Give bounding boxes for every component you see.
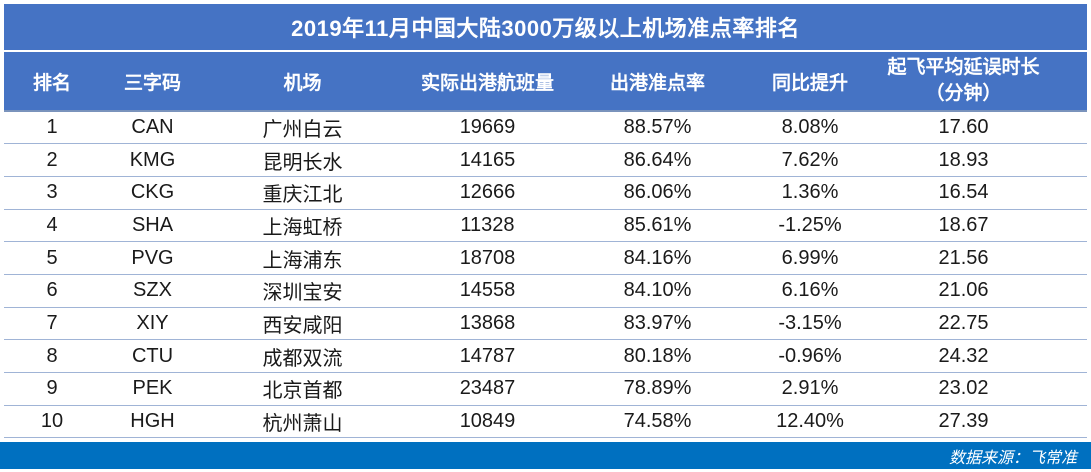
- cell-departures: 14165: [400, 143, 575, 177]
- cell-departures: 14558: [400, 274, 575, 308]
- page-title: 2019年11月中国大陆3000万级以上机场准点率排名: [291, 16, 800, 41]
- cell-yoy-change: 6.99%: [740, 241, 880, 275]
- table-header-row: 排名 三字码 机场 实际出港航班量 出港准点率 同比提升 起飞平均延误时长 （分…: [4, 52, 1087, 112]
- table-row: 6 SZX 深圳宝安 14558 84.10% 6.16% 21.06: [4, 274, 1087, 308]
- cell-airport: 杭州萧山: [205, 405, 400, 439]
- cell-on-time-rate: 80.18%: [575, 339, 740, 373]
- cell-rank: 4: [4, 209, 100, 243]
- cell-yoy-change: 1.36%: [740, 176, 880, 210]
- cell-airport: 重庆江北: [205, 176, 400, 210]
- title-bar: 2019年11月中国大陆3000万级以上机场准点率排名: [4, 4, 1087, 50]
- cell-on-time-rate: 85.61%: [575, 209, 740, 243]
- cell-on-time-rate: 83.97%: [575, 307, 740, 341]
- cell-avg-delay: 16.54: [880, 176, 1087, 210]
- cell-yoy-change: -1.25%: [740, 209, 880, 243]
- cell-yoy-change: 7.62%: [740, 143, 880, 177]
- cell-departures: 19669: [400, 111, 575, 145]
- table-row: 3 CKG 重庆江北 12666 86.06% 1.36% 16.54: [4, 176, 1087, 210]
- cell-on-time-rate: 78.89%: [575, 372, 740, 406]
- cell-airport: 上海虹桥: [205, 209, 400, 243]
- cell-rank: 2: [4, 143, 100, 177]
- cell-on-time-rate: 86.06%: [575, 176, 740, 210]
- cell-rank: 8: [4, 339, 100, 373]
- column-header-avg-delay-line2: （分钟）: [925, 83, 1002, 104]
- cell-iata-code: KMG: [100, 143, 205, 177]
- cell-iata-code: CTU: [100, 339, 205, 373]
- cell-avg-delay: 27.39: [880, 405, 1087, 439]
- cell-avg-delay: 21.06: [880, 274, 1087, 308]
- table-row: 7 XIY 西安咸阳 13868 83.97% -3.15% 22.75: [4, 307, 1087, 341]
- cell-iata-code: XIY: [100, 307, 205, 341]
- cell-iata-code: PEK: [100, 372, 205, 406]
- table-row: 9 PEK 北京首都 23487 78.89% 2.91% 23.02: [4, 372, 1087, 406]
- table-row: 1 CAN 广州白云 19669 88.57% 8.08% 17.60: [4, 111, 1087, 145]
- cell-on-time-rate: 88.57%: [575, 111, 740, 145]
- cell-on-time-rate: 84.10%: [575, 274, 740, 308]
- cell-iata-code: SZX: [100, 274, 205, 308]
- column-header-rank: 排名: [4, 52, 100, 112]
- footer-bar: 数据来源：飞常准: [0, 442, 1091, 469]
- cell-iata-code: HGH: [100, 405, 205, 439]
- cell-airport: 成都双流: [205, 339, 400, 373]
- column-header-avg-delay-line1: 起飞平均延误时长: [887, 57, 1040, 78]
- ranking-table: 排名 三字码 机场 实际出港航班量 出港准点率 同比提升 起飞平均延误时长 （分…: [4, 52, 1087, 439]
- cell-yoy-change: -3.15%: [740, 307, 880, 341]
- cell-iata-code: CKG: [100, 176, 205, 210]
- cell-departures: 10849: [400, 405, 575, 439]
- cell-rank: 6: [4, 274, 100, 308]
- cell-departures: 14787: [400, 339, 575, 373]
- cell-avg-delay: 22.75: [880, 307, 1087, 341]
- cell-avg-delay: 18.67: [880, 209, 1087, 243]
- cell-rank: 10: [4, 405, 100, 439]
- cell-departures: 13868: [400, 307, 575, 341]
- cell-departures: 18708: [400, 241, 575, 275]
- column-header-departures: 实际出港航班量: [400, 52, 575, 112]
- cell-airport: 上海浦东: [205, 241, 400, 275]
- table-row: 10 HGH 杭州萧山 10849 74.58% 12.40% 27.39: [4, 405, 1087, 439]
- column-header-yoy-change: 同比提升: [740, 52, 880, 112]
- data-source-label: 数据来源：飞常准: [948, 449, 1077, 467]
- cell-on-time-rate: 86.64%: [575, 143, 740, 177]
- table-row: 5 PVG 上海浦东 18708 84.16% 6.99% 21.56: [4, 241, 1087, 275]
- column-header-airport: 机场: [205, 52, 400, 112]
- cell-departures: 12666: [400, 176, 575, 210]
- table-row: 8 CTU 成都双流 14787 80.18% -0.96% 24.32: [4, 339, 1087, 373]
- cell-rank: 1: [4, 111, 100, 145]
- cell-yoy-change: 2.91%: [740, 372, 880, 406]
- cell-iata-code: CAN: [100, 111, 205, 145]
- cell-iata-code: PVG: [100, 241, 205, 275]
- cell-avg-delay: 23.02: [880, 372, 1087, 406]
- cell-airport: 昆明长水: [205, 143, 400, 177]
- cell-avg-delay: 18.93: [880, 143, 1087, 177]
- cell-airport: 西安咸阳: [205, 307, 400, 341]
- cell-avg-delay: 17.60: [880, 111, 1087, 145]
- cell-on-time-rate: 84.16%: [575, 241, 740, 275]
- cell-rank: 9: [4, 372, 100, 406]
- cell-rank: 5: [4, 241, 100, 275]
- column-header-on-time-rate: 出港准点率: [575, 52, 740, 112]
- column-header-iata-code: 三字码: [100, 52, 205, 112]
- cell-yoy-change: 8.08%: [740, 111, 880, 145]
- table-row: 4 SHA 上海虹桥 11328 85.61% -1.25% 18.67: [4, 209, 1087, 243]
- cell-iata-code: SHA: [100, 209, 205, 243]
- cell-airport: 北京首都: [205, 372, 400, 406]
- cell-departures: 11328: [400, 209, 575, 243]
- cell-rank: 7: [4, 307, 100, 341]
- cell-rank: 3: [4, 176, 100, 210]
- cell-departures: 23487: [400, 372, 575, 406]
- cell-airport: 广州白云: [205, 111, 400, 145]
- cell-yoy-change: -0.96%: [740, 339, 880, 373]
- column-header-avg-delay: 起飞平均延误时长 （分钟）: [880, 52, 1087, 112]
- table-row: 2 KMG 昆明长水 14165 86.64% 7.62% 18.93: [4, 143, 1087, 177]
- cell-yoy-change: 12.40%: [740, 405, 880, 439]
- cell-yoy-change: 6.16%: [740, 274, 880, 308]
- cell-avg-delay: 21.56: [880, 241, 1087, 275]
- cell-avg-delay: 24.32: [880, 339, 1087, 373]
- cell-airport: 深圳宝安: [205, 274, 400, 308]
- cell-on-time-rate: 74.58%: [575, 405, 740, 439]
